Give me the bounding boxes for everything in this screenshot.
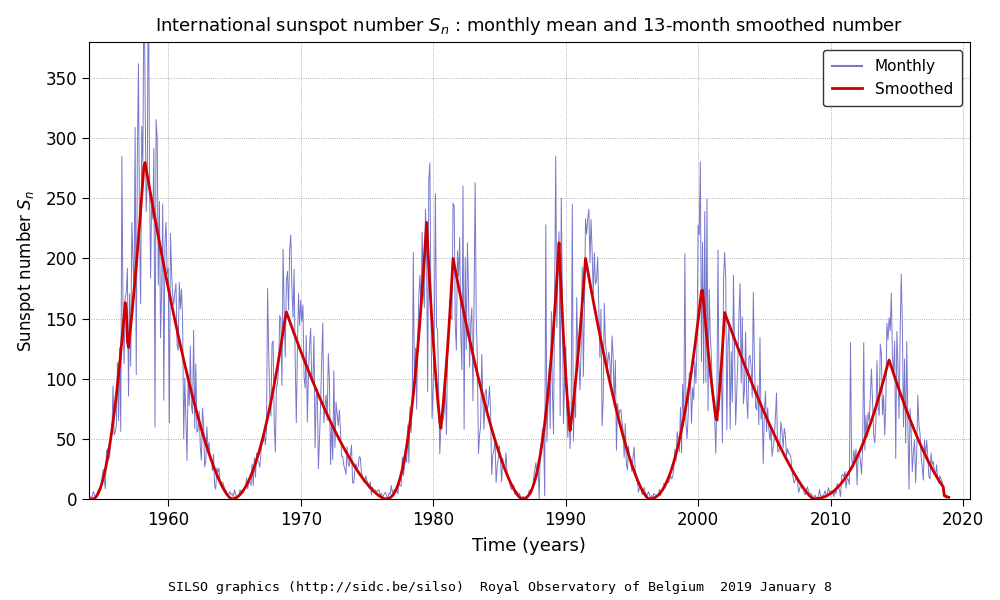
Smoothed [83, 495, 95, 502]
Smoothed [891, 380, 903, 387]
Smoothed [883, 356, 895, 364]
Legend: Monthly, Smoothed: Monthly, Smoothed [823, 50, 962, 106]
Monthly [312, 465, 324, 472]
Y-axis label: Sunspot number $S_n$: Sunspot number $S_n$ [15, 190, 37, 352]
Monthly [83, 494, 95, 502]
X-axis label: Time (years): Time (years) [472, 537, 586, 555]
Line: Monthly: Monthly [89, 0, 949, 499]
Smoothed [943, 494, 955, 501]
Smoothed [312, 391, 324, 398]
Smoothed [293, 341, 305, 349]
Smoothed [447, 255, 459, 262]
Monthly [892, 362, 904, 369]
Text: SILSO graphics (http://sidc.be/silso)  Royal Observatory of Belgium  2019 Januar: SILSO graphics (http://sidc.be/silso) Ro… [168, 581, 832, 594]
Smoothed [873, 392, 885, 400]
Line: Smoothed: Smoothed [89, 163, 949, 499]
Smoothed [139, 159, 151, 166]
Monthly [293, 290, 305, 298]
Monthly [447, 200, 459, 207]
Monthly [533, 495, 545, 502]
Monthly [874, 341, 886, 348]
Monthly [943, 494, 955, 501]
Title: International sunspot number $S_n$ : monthly mean and 13-month smoothed number: International sunspot number $S_n$ : mon… [155, 15, 903, 37]
Monthly [884, 327, 896, 334]
